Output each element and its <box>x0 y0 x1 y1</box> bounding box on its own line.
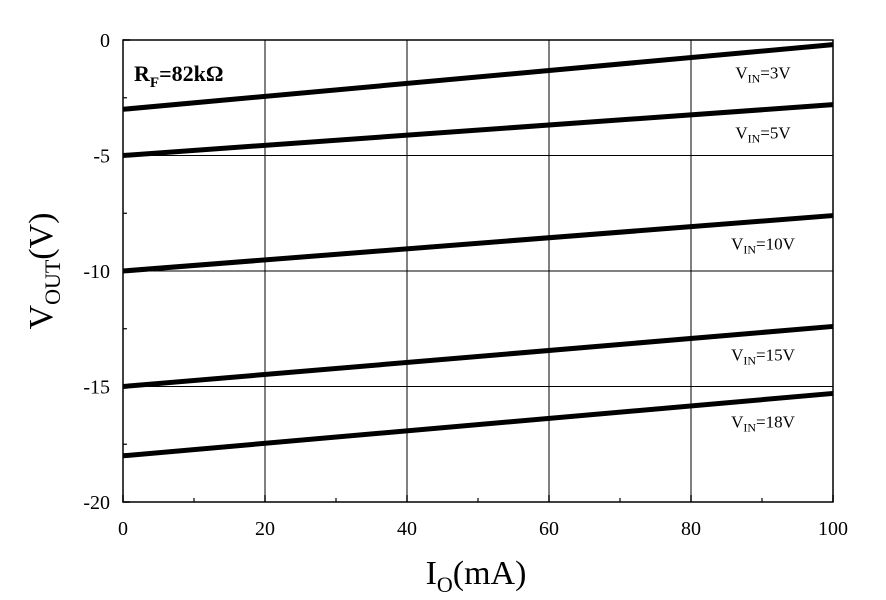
x-tick-label: 60 <box>539 518 559 540</box>
series-line <box>122 42 834 112</box>
x-tick-label: 0 <box>118 518 128 540</box>
series-labels: VIN=3V VIN=5V VIN=10V VIN=15V VIN=18V <box>717 61 810 437</box>
series-line <box>122 390 834 459</box>
series-label-background <box>717 410 810 437</box>
x-tick-label: 100 <box>818 518 848 540</box>
series-line <box>122 323 834 389</box>
series-label-background <box>717 343 810 370</box>
y-tick-label: -5 <box>93 146 110 168</box>
series-line <box>122 102 834 158</box>
y-tick-label: 0 <box>100 30 110 52</box>
series-label-background <box>721 121 806 148</box>
series-label: VIN=3V <box>735 64 791 86</box>
series-label-background <box>721 61 806 88</box>
y-tick-label: -15 <box>83 377 110 399</box>
x-axis-title: IO(mA) <box>426 555 527 597</box>
rf-annotation: RF=82kΩ <box>134 61 223 91</box>
series-label: VIN=18V <box>731 412 796 434</box>
x-tick-label: 40 <box>397 518 417 540</box>
y-axis-title: VOUT(V) <box>23 213 65 330</box>
y-tick-label: -10 <box>83 261 110 283</box>
y-tick-label: -20 <box>83 492 110 514</box>
series-label: VIN=10V <box>731 235 796 257</box>
x-tick-label: 20 <box>255 518 275 540</box>
axis-ticks: 0 20 40 60 80 100 0 -5 -10 -15 -20 <box>83 30 848 540</box>
series-label-background <box>717 232 810 259</box>
series-line <box>122 213 834 274</box>
series-label: VIN=5V <box>735 124 791 146</box>
series-lines <box>122 42 834 459</box>
x-tick-label: 80 <box>681 518 701 540</box>
series-label: VIN=15V <box>731 345 796 367</box>
